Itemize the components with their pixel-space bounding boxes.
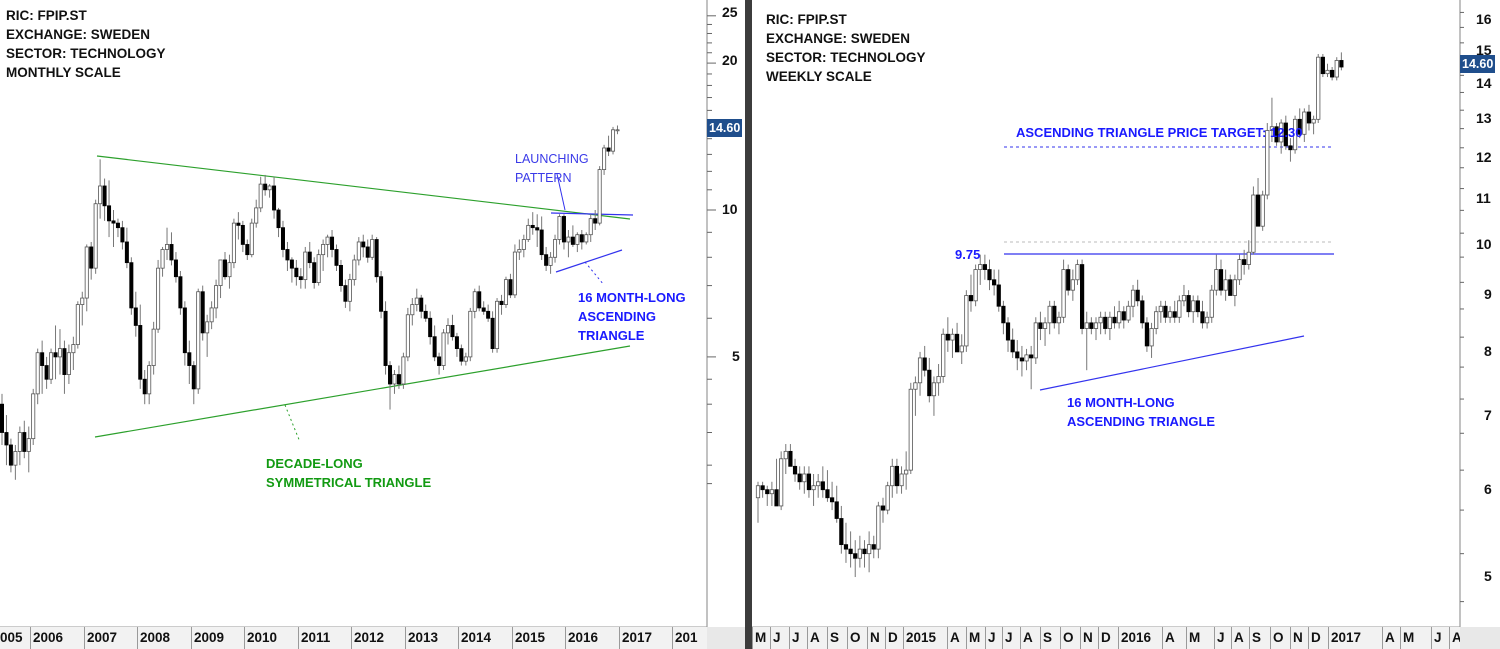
ric-label: RIC: FPIP.ST bbox=[766, 12, 847, 27]
x-label-n: N bbox=[1290, 627, 1303, 649]
symmetrical-triangle-annotation: DECADE-LONG SYMMETRICAL TRIANGLE bbox=[266, 456, 432, 490]
resistance-level-label: 9.75 bbox=[955, 247, 981, 262]
axis-corner bbox=[707, 627, 745, 649]
last-price-badge: 14.60 bbox=[1460, 55, 1496, 73]
sector-label: SECTOR: TECHNOLOGY bbox=[766, 50, 926, 65]
sector-label: SECTOR: TECHNOLOGY bbox=[6, 46, 166, 61]
y-tick-14: 14 bbox=[1476, 74, 1492, 91]
y-tick-25: 25 bbox=[722, 4, 738, 20]
x-label-a: A bbox=[1020, 627, 1033, 649]
y-tick-10: 10 bbox=[722, 201, 738, 217]
panel-divider bbox=[745, 0, 752, 649]
x-label-j: J bbox=[1214, 627, 1225, 649]
x-label-d: D bbox=[885, 627, 898, 649]
x-label-m: M bbox=[966, 627, 980, 649]
x-label-2017: 2017 bbox=[619, 627, 652, 649]
x-label-a: A bbox=[1231, 627, 1244, 649]
x-label-a: A bbox=[1449, 627, 1462, 649]
x-label-2015: 2015 bbox=[512, 627, 545, 649]
y-tick-10: 10 bbox=[1476, 236, 1492, 252]
monthly-chart-panel: RIC: FPIP.ST EXCHANGE: SWEDEN SECTOR: TE… bbox=[0, 0, 745, 649]
x-label-j: J bbox=[789, 627, 800, 649]
x-label-j: J bbox=[985, 627, 996, 649]
x-label-2010: 2010 bbox=[244, 627, 277, 649]
x-label-o: O bbox=[847, 627, 861, 649]
x-label-d: D bbox=[1308, 627, 1321, 649]
y-tick-5: 5 bbox=[1484, 568, 1492, 585]
x-label-2013: 2013 bbox=[405, 627, 438, 649]
scale-label: WEEKLY SCALE bbox=[766, 69, 872, 84]
weekly-chart-panel: RIC: FPIP.ST EXCHANGE: SWEDEN SECTOR: TE… bbox=[752, 0, 1500, 649]
launching-pattern-annotation: LAUNCHING PATTERN bbox=[515, 152, 589, 185]
x-label-m: M bbox=[752, 627, 766, 649]
y-tick-8: 8 bbox=[1484, 342, 1492, 359]
x-label-201: 201 bbox=[672, 627, 698, 649]
x-label-n: N bbox=[867, 627, 880, 649]
exchange-label: EXCHANGE: SWEDEN bbox=[766, 31, 911, 46]
axis-corner bbox=[1460, 627, 1500, 649]
x-label-2017: 2017 bbox=[1328, 627, 1361, 649]
x-label-m: M bbox=[1186, 627, 1200, 649]
weekly-x-axis: M J J A S O N D 2015 A M J J A S O N D 2016 A M J A S O N D 2017 A M J… bbox=[752, 627, 1500, 649]
y-tick-7: 7 bbox=[1484, 406, 1492, 423]
y-tick-11: 11 bbox=[1476, 190, 1491, 207]
x-label-2015: 2015 bbox=[903, 627, 936, 649]
price-target-annotation: ASCENDING TRIANGLE PRICE TARGET: 12.30 bbox=[1016, 125, 1303, 140]
ascending-triangle-annotation: 16 MONTH-LONG ASCENDING TRIANGLE bbox=[1067, 395, 1216, 429]
y-tick-9: 9 bbox=[1484, 286, 1492, 303]
x-label-2006: 2006 bbox=[30, 627, 63, 649]
x-label-a: A bbox=[1382, 627, 1395, 649]
monthly-chart-info: RIC: FPIP.ST EXCHANGE: SWEDEN SECTOR: TE… bbox=[6, 6, 166, 82]
y-tick-15: 15 bbox=[1476, 41, 1492, 58]
weekly-chart-info: RIC: FPIP.ST EXCHANGE: SWEDEN SECTOR: TE… bbox=[766, 10, 926, 86]
x-label-m: M bbox=[1400, 627, 1414, 649]
y-tick-13: 13 bbox=[1476, 110, 1492, 127]
x-label-2014: 2014 bbox=[458, 627, 491, 649]
x-label-d: D bbox=[1098, 627, 1111, 649]
x-label-2007: 2007 bbox=[84, 627, 117, 649]
x-label-2009: 2009 bbox=[191, 627, 224, 649]
ric-label: RIC: FPIP.ST bbox=[6, 8, 87, 23]
ascending-triangle-annotation: 16 MONTH-LONG ASCENDING TRIANGLE bbox=[578, 290, 686, 343]
x-label-a: A bbox=[947, 627, 960, 649]
x-label-n: N bbox=[1080, 627, 1093, 649]
x-label-2012: 2012 bbox=[351, 627, 384, 649]
x-label-a: A bbox=[807, 627, 820, 649]
y-tick-20: 20 bbox=[722, 52, 738, 68]
weekly-candlestick-chart bbox=[752, 0, 1464, 628]
monthly-candlestick-chart bbox=[0, 0, 716, 628]
x-label-a: A bbox=[1162, 627, 1175, 649]
x-label-s: S bbox=[827, 627, 839, 649]
monthly-x-axis: 005 2006 2007 2008 2009 2010 2011 2012 2013 2014 2… bbox=[0, 627, 745, 649]
y-tick-5: 5 bbox=[732, 348, 740, 364]
x-label-o: O bbox=[1060, 627, 1074, 649]
y-tick-12: 12 bbox=[1476, 148, 1492, 165]
x-label-2011: 2011 bbox=[298, 627, 330, 649]
x-label-2016: 2016 bbox=[1118, 627, 1151, 649]
exchange-label: EXCHANGE: SWEDEN bbox=[6, 27, 151, 42]
x-label-2016: 2016 bbox=[565, 627, 598, 649]
last-price-badge: 14.60 bbox=[707, 119, 743, 137]
x-label-s: S bbox=[1249, 627, 1261, 649]
x-label-005: 005 bbox=[0, 630, 23, 645]
x-label-2008: 2008 bbox=[137, 627, 170, 649]
x-label-j: J bbox=[1002, 627, 1013, 649]
x-label-j: J bbox=[1431, 627, 1442, 649]
scale-label: MONTHLY SCALE bbox=[6, 65, 121, 80]
x-label-s: S bbox=[1040, 627, 1052, 649]
x-label-o: O bbox=[1270, 627, 1284, 649]
x-label-j: J bbox=[770, 627, 781, 649]
y-tick-6: 6 bbox=[1484, 480, 1492, 497]
y-tick-16: 16 bbox=[1476, 10, 1492, 27]
